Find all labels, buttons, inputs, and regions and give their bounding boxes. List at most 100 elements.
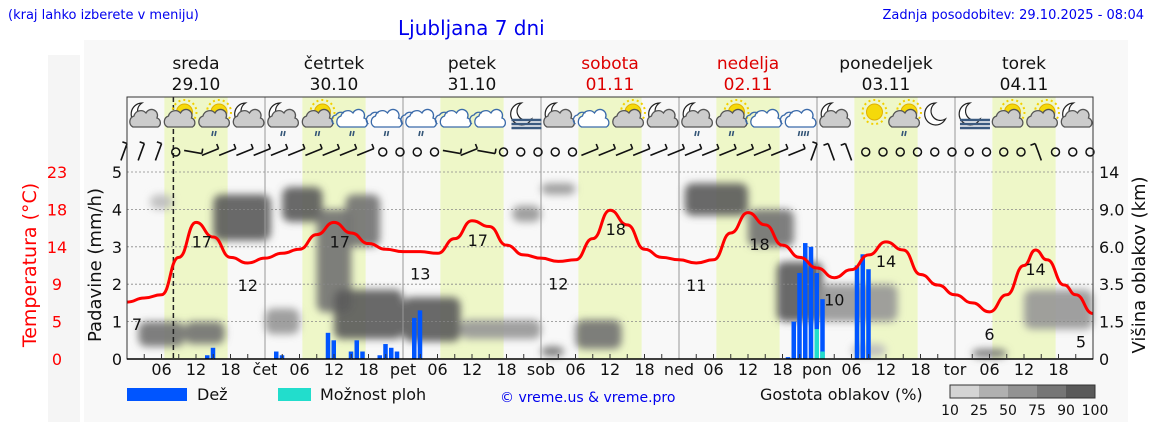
barb-feather — [474, 143, 479, 149]
x-tick-label: 12 — [186, 360, 206, 379]
barb-feather — [750, 143, 755, 149]
x-day-label: pon — [802, 360, 832, 379]
wind-barb-icon — [598, 143, 617, 157]
moon-cloud-rain-icon — [267, 102, 300, 137]
cloud-blob — [345, 194, 380, 247]
sun-cloud-icon — [163, 99, 198, 128]
barb-feather — [122, 141, 128, 145]
sun-cloud-icon — [1026, 99, 1060, 128]
barb-shaft — [137, 143, 146, 161]
temperature-label: 7 — [132, 315, 142, 334]
wind-barb-icon — [183, 148, 204, 155]
wind-calm-icon — [999, 147, 1009, 157]
barb-shaft — [719, 147, 737, 157]
barb-shaft — [253, 147, 271, 157]
barb-feather — [156, 141, 162, 145]
cloud-height-tick-label: 6.0 — [1099, 238, 1124, 257]
rain-bar — [820, 299, 825, 359]
barb-feather — [629, 143, 634, 149]
barb-shaft — [753, 147, 771, 157]
x-tick-label: 06 — [289, 360, 309, 379]
barb-shaft — [650, 147, 668, 157]
barb-shaft — [287, 147, 306, 157]
temp-tick-label: 23 — [47, 163, 67, 182]
day-name: četrtek — [304, 54, 365, 74]
barb-feather — [595, 143, 599, 149]
cloud-back — [572, 111, 586, 125]
wind-barb-icon — [719, 143, 737, 157]
rain-drop — [383, 130, 387, 137]
sun-rays — [619, 99, 646, 125]
barb-shaft — [477, 149, 496, 155]
sun-cloud-rain-icon — [715, 99, 750, 137]
wind-calm-icon — [498, 147, 509, 157]
copyright-link[interactable]: © vreme.us & vreme.pro — [500, 390, 675, 406]
sun-rays — [723, 99, 750, 125]
wind-barb-icon — [236, 143, 254, 157]
x-day-label: sob — [527, 360, 555, 379]
cloud-shape — [577, 108, 610, 128]
barb-shaft — [581, 147, 599, 157]
rain-bar — [860, 254, 865, 359]
temp-tick-label: 0 — [52, 350, 62, 369]
cloud-blob — [138, 321, 185, 347]
cloud-back — [745, 111, 759, 125]
temp-axis-title: Temperatura (°C) — [19, 183, 41, 348]
barb-shaft — [270, 147, 288, 157]
rain-drop — [697, 130, 700, 137]
rain-bar — [389, 347, 394, 359]
moon-cloud-icon — [819, 102, 852, 128]
wind-barb-icon — [753, 143, 772, 157]
barb-shaft — [667, 147, 685, 157]
temperature-label: 5 — [1076, 332, 1086, 351]
temperature-line — [126, 208, 1094, 315]
wind-calm-icon — [878, 147, 888, 157]
wind-barb-icon — [650, 143, 668, 157]
cloud-blob — [316, 209, 352, 313]
barb-shaft — [770, 147, 789, 157]
barb-feather — [716, 143, 720, 149]
temp-tick-label: 14 — [47, 238, 67, 257]
barb-feather — [698, 143, 703, 149]
density-tick-label: 10 — [941, 403, 959, 419]
rain-tick-label: 5 — [112, 163, 122, 182]
wind-calm-icon — [1068, 147, 1078, 157]
day-name: torek — [1002, 54, 1046, 74]
cloud-height-tick-label: 0 — [1099, 350, 1109, 369]
showers-legend-label: Možnost ploh — [320, 385, 426, 404]
sun-cloud-rain-icon — [888, 99, 922, 137]
barb-shaft — [183, 149, 203, 155]
temperature-label: 18 — [749, 235, 769, 254]
showers-swatch — [278, 388, 311, 401]
showers-bar — [820, 351, 825, 359]
wind-calm-icon — [930, 147, 940, 157]
rain-bar — [803, 243, 808, 359]
density-tick-label: 75 — [1028, 403, 1046, 419]
wind-calm-icon — [912, 147, 923, 157]
barb-feather — [353, 143, 358, 149]
day-date: 04.11 — [1000, 75, 1049, 95]
moon-cloud-icon — [129, 102, 162, 128]
cloud-shape — [474, 108, 507, 128]
wind-barb-icon — [218, 143, 237, 157]
moon-cloud-rain-icon — [681, 102, 714, 137]
x-tick-label: 18 — [634, 360, 654, 379]
density-tick-label: 100 — [1082, 403, 1109, 419]
rain-bar — [797, 272, 802, 359]
moon-cloud-icon — [646, 102, 679, 128]
barb-shaft — [322, 147, 340, 157]
barb-shaft — [305, 147, 323, 157]
x-tick-label: 12 — [600, 360, 620, 379]
wind-barb-icon — [154, 141, 163, 161]
rain-tick-label: 0 — [112, 350, 122, 369]
moon-shape — [924, 102, 947, 126]
sun-rays — [171, 99, 198, 125]
rain-bar — [354, 340, 359, 359]
x-tick-label: 12 — [876, 360, 896, 379]
wind-calm-icon — [981, 147, 992, 157]
wind-barb-icon — [810, 141, 818, 161]
day-date: 01.11 — [586, 75, 635, 95]
wind-calm-icon — [412, 147, 422, 157]
